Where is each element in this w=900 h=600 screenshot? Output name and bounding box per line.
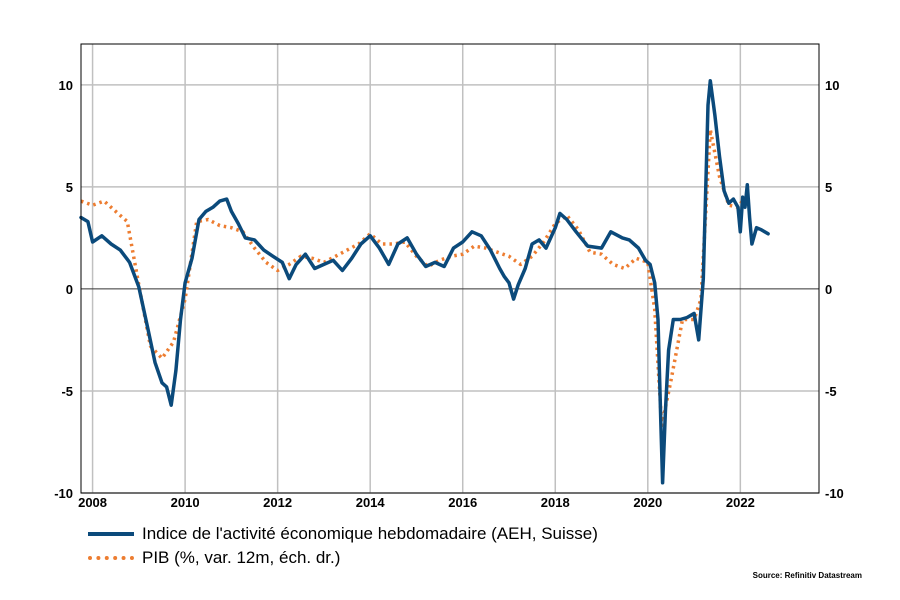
legend: Indice de l'activité économique hebdomad… xyxy=(88,522,598,570)
y-left-tick-label: -5 xyxy=(61,384,73,399)
series-line-aeh xyxy=(79,78,770,485)
y-right-tick-label: 0 xyxy=(825,282,832,297)
source-note: Source: Refinitiv Datastream xyxy=(752,571,862,580)
y-left-tick-label: -10 xyxy=(54,486,73,501)
x-axis: 2008 2010 2012 2014 2016 2018 2020 2022 xyxy=(78,495,755,510)
legend-label-pib: PIB (%, var. 12m, éch. dr.) xyxy=(142,548,341,567)
y-right-tick-label: 5 xyxy=(825,180,832,195)
series-line-pib xyxy=(80,127,747,428)
legend-label-aeh: Indice de l'activité économique hebdomad… xyxy=(142,524,598,543)
y-right-tick-label: -5 xyxy=(825,384,837,399)
legend-swatch-aeh xyxy=(88,532,134,536)
y-axis-right: 10 5 0 -5 -10 xyxy=(825,78,844,501)
y-right-tick-label: -10 xyxy=(825,486,844,501)
y-left-tick-label: 10 xyxy=(59,78,73,93)
legend-swatch-pib xyxy=(88,556,134,560)
x-tick-label: 2014 xyxy=(356,495,386,510)
y-left-tick-label: 0 xyxy=(66,282,73,297)
plot-frame xyxy=(80,43,820,494)
y-left-tick-label: 5 xyxy=(66,180,73,195)
x-tick-label: 2016 xyxy=(448,495,477,510)
x-tick-label: 2008 xyxy=(78,495,107,510)
y-axis-left: 10 5 0 -5 -10 xyxy=(54,78,73,501)
x-tick-label: 2010 xyxy=(171,495,200,510)
legend-item-aeh: Indice de l'activité économique hebdomad… xyxy=(88,522,598,546)
series-layer xyxy=(79,78,770,485)
x-tick-label: 2018 xyxy=(541,495,570,510)
y-right-tick-label: 10 xyxy=(825,78,839,93)
x-tick-label: 2012 xyxy=(263,495,292,510)
legend-item-pib: PIB (%, var. 12m, éch. dr.) xyxy=(88,546,598,570)
x-tick-label: 2022 xyxy=(726,495,755,510)
x-tick-label: 2020 xyxy=(633,495,662,510)
